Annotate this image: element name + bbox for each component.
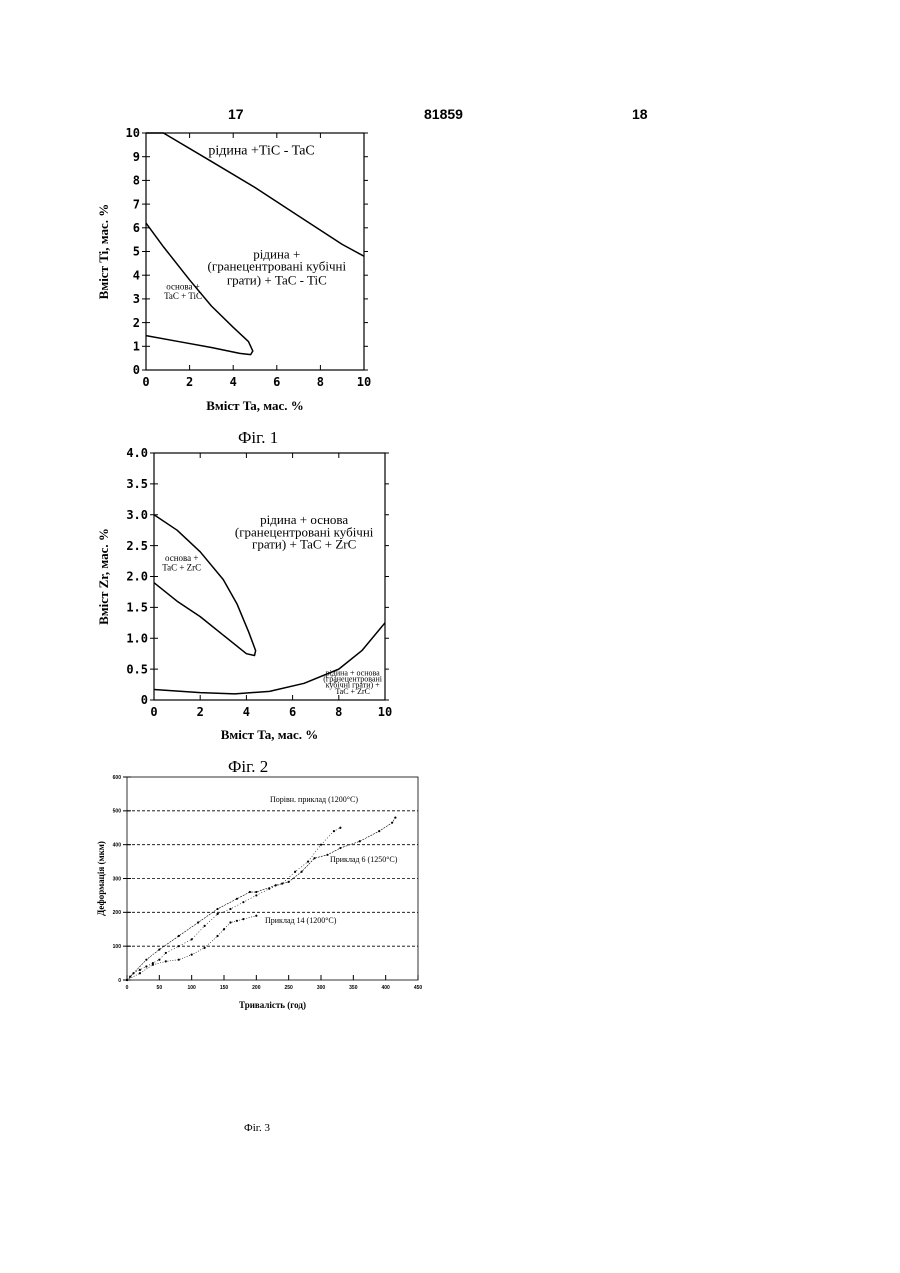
x-tick-label: 2 [186,375,193,389]
y-tick-label: 5 [133,245,140,259]
figure-3-caption: Фіг. 3 [244,1122,270,1134]
data-point [204,947,206,949]
x-tick-label: 6 [289,705,296,719]
figure-1-caption: Фіг. 1 [238,428,278,448]
x-tick-label: 10 [378,705,392,719]
y-tick-label: 1 [133,340,140,354]
data-point [339,827,341,829]
y-axis-label: Деформація (мкм) [96,841,106,916]
x-tick-label: 250 [284,985,293,991]
x-axis-label: Вміст Ta, мас. % [221,727,319,742]
data-point [139,969,141,971]
data-point [216,935,218,937]
x-tick-label: 50 [157,985,163,991]
series-line [127,818,395,980]
y-tick-label: 1.5 [126,601,148,615]
y-tick-label: 100 [113,944,122,950]
region-label: TaC + ZrC [162,562,201,572]
y-tick-label: 2 [133,316,140,330]
plot-frame [154,453,385,700]
data-point [145,965,147,967]
y-tick-label: 0 [133,363,140,377]
data-point [165,952,167,954]
x-tick-label: 0 [126,985,129,991]
chart-3: 0 50 100 150 200 250 300 350 400 450 0 100 200 300 400… [96,775,422,1010]
y-tick-label: 10 [126,126,140,140]
x-tick-label: 350 [349,985,358,991]
y-axis-label: Вміст Ti, мас. % [96,204,111,300]
x-tick-label: 0 [150,705,157,719]
chart-1: 0 2 4 6 8 10 0 1 2 3 4 5 6 7 8 9 10 Вміст Ta, мас. % Вміст… [96,126,371,413]
y-tick-label: 9 [133,150,140,164]
y-tick-label: 6 [133,221,140,235]
series-label: Приклад 14 (1200°C) [265,916,337,925]
data-point [236,898,238,900]
region-label: (гранецентровані кубічні [208,258,347,273]
region-label: TaC + ZrC [335,687,370,696]
x-tick-label: 150 [220,985,229,991]
y-tick-label: 2.5 [126,539,148,553]
y-tick-label: 2.0 [126,570,148,584]
y-tick-label: 8 [133,174,140,188]
x-tick-label: 100 [187,985,196,991]
y-tick-label: 600 [113,775,122,781]
y-axis-label: Вміст Zr, мас. % [96,528,111,625]
y-tick-label: 0 [141,693,148,707]
region-label: TaC + TiC [164,291,202,301]
figure-2-caption: Фіг. 2 [228,757,268,777]
y-tick-label: 3.0 [126,508,148,522]
x-axis-label: Тривалість (год) [239,1000,306,1010]
y-tick-label: 0 [118,978,121,984]
x-tick-label: 200 [252,985,261,991]
x-tick-label: 6 [273,375,280,389]
chart-2: 0 2 4 6 8 10 0 0.5 1.0 1.5 2.0 2.5 3.0 3.5 4.0 Вміст Ta… [96,446,392,742]
y-tick-label: 3 [133,292,140,306]
x-tick-label: 0 [142,375,149,389]
y-tick-label: 0.5 [126,662,148,676]
y-tick-label: 4 [133,268,140,282]
y-tick-label: 500 [113,809,122,815]
series-label: Порівн. приклад (1200°C) [270,795,358,804]
y-tick-label: 400 [113,842,122,848]
y-tick-label: 7 [133,197,140,211]
data-point [178,945,180,947]
x-tick-label: 10 [357,375,371,389]
series-label: Приклад 6 (1250°C) [330,855,398,864]
y-tick-label: 4.0 [126,446,148,460]
x-tick-label: 4 [243,705,250,719]
region-label: грати) + TaC - TiC [227,273,327,288]
x-tick-label: 2 [197,705,204,719]
y-tick-label: 1.0 [126,631,148,645]
x-tick-label: 8 [317,375,324,389]
x-tick-label: 400 [381,985,390,991]
x-axis-label: Вміст Ta, мас. % [206,398,304,413]
y-tick-label: 300 [113,876,122,882]
x-tick-label: 300 [317,985,326,991]
x-tick-label: 4 [230,375,237,389]
x-tick-label: 8 [335,705,342,719]
x-tick-label: 450 [414,985,423,991]
series-line [127,828,340,980]
y-tick-label: 200 [113,910,122,916]
region-label: рідина +TiC - TaC [208,143,314,158]
y-tick-label: 3.5 [126,477,148,491]
series-line [127,916,256,980]
region-label: грати) + TaC + ZrC [252,537,356,552]
